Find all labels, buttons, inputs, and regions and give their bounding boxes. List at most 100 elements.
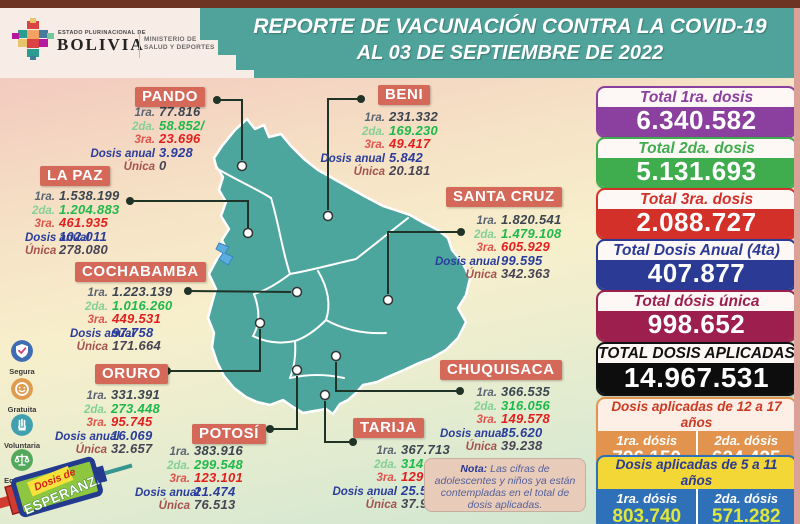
dept-pando: PANDO 1ra. 77.816 2da. 58.852/ 3ra. 23.696 … [90,87,206,173]
note-title: Nota: [460,463,488,475]
dose-value: 5.842 [389,149,424,165]
dose-label: 2da. [373,458,397,471]
dose-label: 1ra. [376,445,397,457]
total-box-annual-dose: Total Dosis Anual (4ta) 407.877 [596,239,797,291]
dose-value: 316.056 [501,397,551,413]
dose-value: 231.332 [389,109,439,124]
dose-value: 171.664 [112,338,162,353]
dose-label: 1ra. [86,390,107,402]
logo-ministry-line1: MINISTERIO DE [144,36,197,43]
dose-label: Dosis anual [332,485,397,498]
dose-value: 76.513 [194,497,236,512]
page-title-line1: REPORTE DE VACUNACIÓN CONTRA LA COVID-19 [253,15,767,38]
dose-value: 342.363 [501,266,551,281]
map-marker-potosi [291,364,303,376]
page-title-line2: AL 03 DE SEPTIEMBRE DE 2022 [356,42,664,64]
dose-label: 3ra. [86,417,107,429]
map-marker-oruro [254,317,266,329]
dose-value: 39.238 [501,438,543,453]
dept-label-pando: PANDO [135,87,206,107]
age-box-title: Dosis aplicadas de 12 a 17 años [611,399,782,430]
dose-value: 123.101 [194,470,244,485]
dept-potosi: POTOSÍ 1ra. 383.916 2da. 299.548 3ra. 123.1… [135,424,267,512]
dose-value: 1.204.883 [59,201,120,217]
total-box-3rd-dose: Total 3ra. dosis 2.088.727 [596,188,797,240]
dose-value: 149.578 [501,411,551,426]
dose-value: 605.929 [501,239,551,254]
leader-lines [130,98,461,443]
dose-label: 2da. [361,125,385,138]
dept-cochabamba: COCHABAMBA 1ra. 1.223.139 2da. 1.016.260 3… [70,262,206,353]
dose-label: 1ra. [87,287,108,299]
dose-label: 3ra. [34,218,55,230]
dose-value: 35.620 [501,424,543,440]
dept-label-beni: BENI [378,85,431,105]
dose-value: 1.016.260 [112,297,173,313]
dose-value: 58.852/ [159,117,205,133]
logo-ministry-line2: SALUD Y DEPORTES [144,44,215,51]
dose-label: 2da. [84,300,108,313]
map-department-borders [215,167,409,379]
map-marker-tarija [319,389,331,401]
dose-value: 449.531 [112,311,162,326]
shield-check-icon [11,340,33,362]
map-marker-beni [322,210,334,222]
dose-value: 169.230 [389,122,439,138]
logo-ministry-text: MINISTERIO DE SALUD Y DEPORTES [144,36,215,52]
age-box-5-11: Dosis aplicadas de 5 a 11 años 1ra. dósi… [596,455,797,524]
dose-value: 0 [159,158,167,173]
dept-label-oruro: ORURO [95,364,168,384]
dose-value: 49.417 [389,136,431,151]
dose-value: 3.928 [159,144,194,160]
dept-la-paz: LA PAZ 1ra. 1.538.199 2da. 1.204.883 3ra. 4… [25,166,120,257]
age-col-header: 2da. dósis [714,433,779,448]
coin-icon [11,378,33,400]
total-box-value: 2.088.727 [598,209,795,238]
dose-label: Dosis anual [55,430,120,443]
note-box: Nota: Las cifras de adolescentes y niños… [424,458,586,512]
top-border-strip [0,0,800,8]
syringe-needle [104,463,133,476]
dose-value: 1.538.199 [59,188,120,203]
dose-label: 3ra. [376,472,397,484]
page-title: REPORTE DE VACUNACIÓN CONTRA LA COVID-19… [240,14,780,66]
total-box-header: TOTAL DOSIS APLICADAS [598,345,795,362]
age-col-value: 571.282 [711,506,781,524]
dose-label: Única [75,444,107,456]
logo-divider [139,32,140,58]
dose-value: 1.820.541 [501,212,562,227]
total-box-2nd-dose: Total 2da. dosis 5.131.693 [596,137,797,189]
map-marker-chuquisaca [330,350,342,362]
dose-label: 2da. [131,120,155,133]
dose-label: Única [365,499,397,511]
principle-label: Segura [9,367,35,376]
dose-value: 99.595 [501,252,543,268]
dose-value: 383.916 [194,443,244,458]
dose-value: 23.696 [159,131,201,146]
lake-titicaca [215,242,234,266]
dose-label: Única [123,161,155,173]
dose-label: Dosis anual [90,147,155,160]
dose-label: Única [465,441,497,453]
dose-label: Dosis anual [135,486,200,499]
dose-label: Dosis anual [25,231,90,244]
dose-label: 2da. [473,228,497,241]
dose-value: 1.223.139 [112,284,173,299]
total-box-value: 407.877 [598,260,795,289]
dose-value: 366.535 [501,384,551,399]
dose-value: 331.391 [111,387,161,402]
syringe-tip [94,465,108,484]
dept-santa-cruz: SANTA CRUZ 1ra. 1.820.541 2da. 1.479.108 3… [435,187,562,281]
dose-label: 2da. [31,204,55,217]
total-box-value: 5.131.693 [598,158,795,187]
dose-label: 3ra. [476,242,497,254]
dose-label: 3ra. [476,414,497,426]
dose-label: Dosis anual [435,255,500,268]
total-box-header: Total 3ra. dosis [639,191,754,208]
total-box-1st-dose: Total 1ra. dosis 6.340.582 [596,86,797,138]
dose-label: Única [465,269,497,281]
age-col-value: 803.740 [612,506,682,524]
dept-beni: BENI 1ra. 231.332 2da. 169.230 3ra. 49.417 … [300,85,438,178]
dose-label: 1ra. [476,387,497,399]
